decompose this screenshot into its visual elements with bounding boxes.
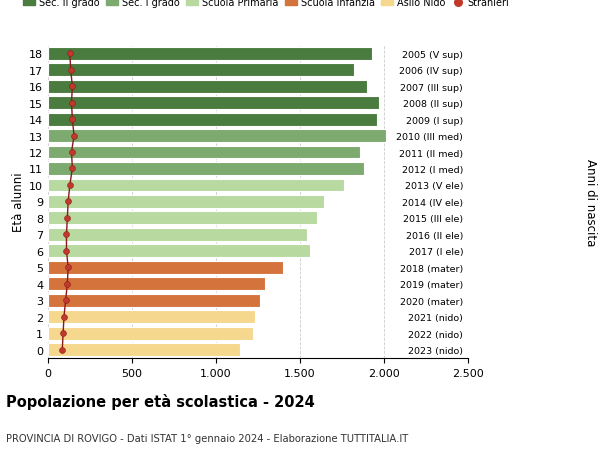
Text: Popolazione per età scolastica - 2024: Popolazione per età scolastica - 2024	[6, 393, 315, 409]
Bar	[48, 212, 317, 225]
Point	[68, 116, 77, 123]
Point	[69, 133, 79, 140]
Bar	[48, 311, 254, 323]
Point	[64, 264, 73, 271]
Point	[62, 215, 72, 222]
Bar	[48, 278, 265, 291]
Point	[59, 313, 69, 321]
Point	[58, 330, 68, 337]
Point	[58, 346, 67, 353]
Point	[62, 231, 71, 239]
Bar	[48, 245, 310, 257]
Point	[68, 83, 77, 90]
Bar	[48, 196, 323, 208]
Bar	[48, 64, 354, 77]
Bar	[48, 146, 361, 159]
Bar	[48, 162, 364, 175]
Text: PROVINCIA DI ROVIGO - Dati ISTAT 1° gennaio 2024 - Elaborazione TUTTITALIA.IT: PROVINCIA DI ROVIGO - Dati ISTAT 1° genn…	[6, 433, 408, 442]
Bar	[48, 343, 239, 356]
Point	[62, 247, 71, 255]
Point	[67, 149, 76, 157]
Point	[65, 50, 74, 58]
Bar	[48, 261, 283, 274]
Point	[68, 165, 77, 173]
Bar	[48, 179, 344, 192]
Bar	[48, 48, 372, 61]
Y-axis label: Età alunni: Età alunni	[12, 172, 25, 232]
Legend: Sec. II grado, Sec. I grado, Scuola Primaria, Scuola Infanzia, Asilo Nido, Stran: Sec. II grado, Sec. I grado, Scuola Prim…	[19, 0, 513, 12]
Point	[67, 100, 76, 107]
Point	[65, 182, 74, 189]
Point	[64, 198, 73, 206]
Text: Anni di nascita: Anni di nascita	[584, 158, 597, 246]
Bar	[48, 81, 367, 93]
Bar	[48, 130, 386, 143]
Bar	[48, 229, 307, 241]
Point	[62, 280, 72, 288]
Bar	[48, 327, 253, 340]
Bar	[48, 294, 260, 307]
Point	[61, 297, 70, 304]
Bar	[48, 97, 379, 110]
Bar	[48, 113, 377, 126]
Point	[66, 67, 76, 74]
